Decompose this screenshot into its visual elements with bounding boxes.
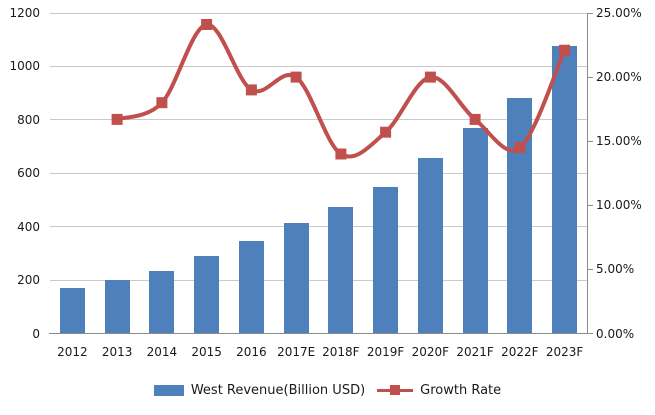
x-axis-tick-label: 2020F [411,345,450,359]
y-axis-left-tick-label: 800 [17,112,40,127]
x-axis-line [49,333,587,334]
legend-swatch-revenue-icon [153,385,184,396]
x-axis-tick-label: 2016 [236,345,267,359]
gridline [50,12,587,14]
x-axis-tick-label: 2017E [277,345,316,359]
growth-rate-marker [201,19,213,30]
x-axis-tick-label: 2023F [545,345,584,359]
revenue-bar [507,98,533,334]
revenue-bar [104,280,130,334]
x-axis-tick-label: 2014 [146,345,178,359]
x-axis-tick-label: 2021F [456,345,494,359]
y-axis-right-tick [587,76,593,78]
y-axis-left-tick-label: 0 [32,326,40,341]
y-axis-right-tick-label: 5.00% [596,262,635,277]
x-axis-tick-label: 2012 [57,345,88,359]
x-axis-tick-label: 2018F [322,345,360,359]
revenue-bar [462,127,488,334]
x-axis-tick-label: 2013 [101,345,133,359]
legend-growth-line-icon [377,385,414,396]
legend-item-growth: Growth Rate [365,383,501,398]
y-axis-left-tick-label: 600 [17,166,40,181]
revenue-bar [238,241,264,334]
growth-rate-marker [290,71,302,83]
y-axis-right-tick [587,140,593,142]
revenue-bar [283,222,309,334]
growth-rate-marker [156,97,168,109]
y-axis-right-tick-label: 25.00% [596,6,642,20]
y-axis-right-tick [587,333,593,334]
legend: West Revenue(Billion USD) Growth Rate [0,383,655,398]
legend-square-marker-icon [390,385,401,395]
revenue-bar [194,255,220,334]
gridline [50,172,587,174]
revenue-bar [149,270,175,334]
revenue-bar [373,187,399,334]
gridline [50,226,587,228]
legend-label-growth: Growth Rate [420,383,502,398]
y-axis-right-tick-label: 10.00% [596,198,642,213]
revenue-bar [59,288,85,334]
y-axis-right-tick-label: 0.00% [596,326,635,341]
legend-item-revenue: West Revenue(Billion USD) [153,383,366,398]
gridline [50,65,587,67]
y-axis-right-tick-label: 15.00% [596,134,642,149]
growth-rate-marker [424,71,436,83]
growth-rate-marker [245,84,257,96]
x-axis-tick-label: 2019F [366,345,405,359]
gridline [50,279,587,281]
y-axis-left-tick-label: 1200 [9,6,40,20]
growth-rate-marker [335,148,347,160]
revenue-bar [417,157,443,334]
y-axis-right-tick [587,12,593,14]
growth-rate-line [116,22,567,159]
y-axis-left-tick-label: 1000 [9,59,40,74]
revenue-bar [552,46,578,334]
y-axis-right-tick [587,268,593,270]
y-axis-right-tick-label: 20.00% [596,70,642,85]
y-axis-left-tick-label: 200 [17,273,40,288]
growth-rate-marker [380,126,392,138]
x-axis-tick-label: 2022F [501,345,539,359]
y-axis-right-line [587,13,588,334]
legend-label-revenue: West Revenue(Billion USD) [190,383,366,398]
revenue-bar [328,207,354,334]
x-axis-tick-label: 2015 [191,345,222,359]
y-axis-right-tick [587,204,593,206]
y-axis-left-tick-label: 400 [17,219,40,234]
